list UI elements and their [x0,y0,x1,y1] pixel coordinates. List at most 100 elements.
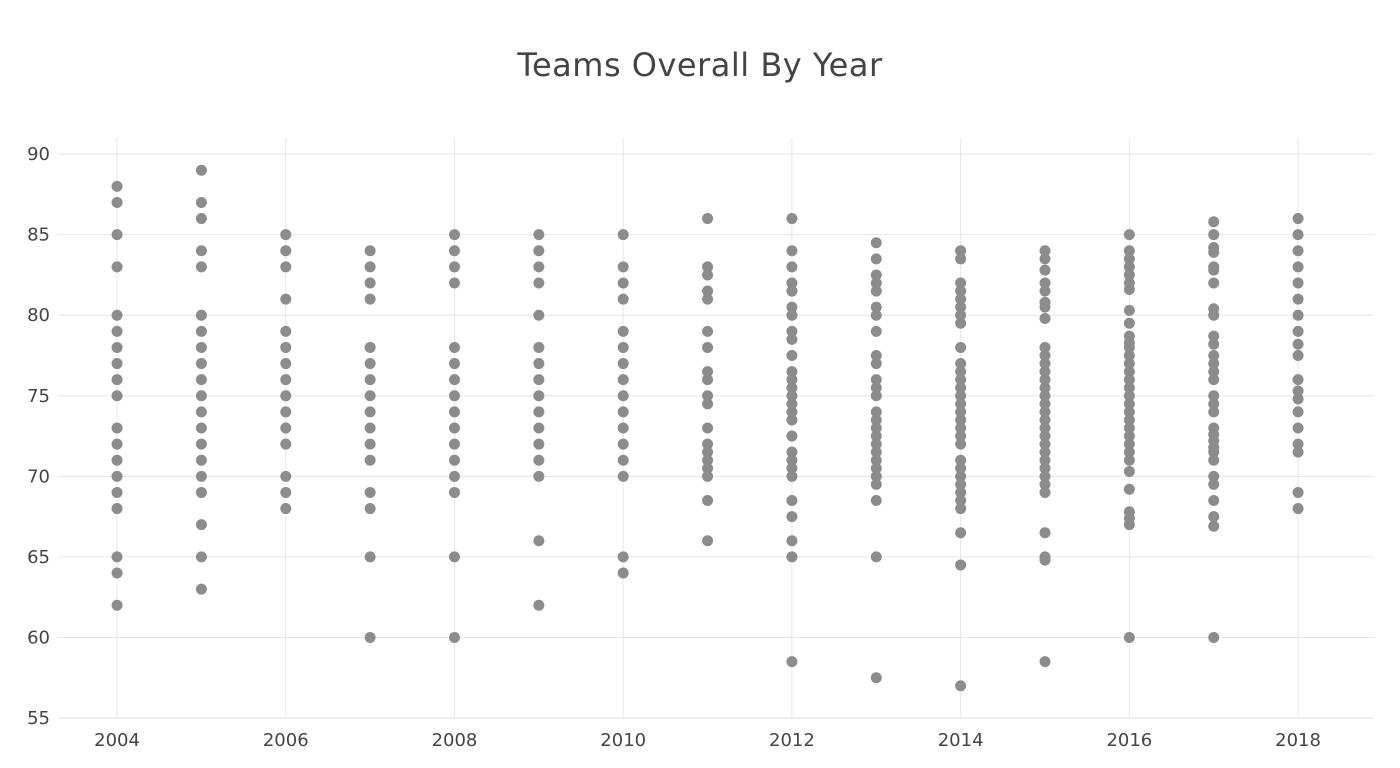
data-point-2008-2 [448,261,460,273]
data-point-2009-2 [533,261,545,273]
data-point-2011-9 [702,390,714,402]
data-point-2004-14 [111,486,123,498]
data-point-2010-8 [617,390,629,402]
data-point-2005-18 [195,551,207,563]
data-point-2010-7 [617,374,629,386]
data-point-2013-21 [870,470,882,482]
data-point-2014-18 [955,430,967,442]
data-point-2012-3 [786,277,798,289]
y-tick-label-60: 60 [27,627,50,648]
data-point-2005-15 [195,470,207,482]
data-point-2014-20 [955,454,967,466]
data-point-2008-14 [448,551,460,563]
data-point-2004-12 [111,454,123,466]
data-point-2009-0 [533,229,545,241]
data-point-2014-12 [955,382,967,394]
data-point-2005-17 [195,519,207,531]
data-point-2004-16 [111,551,123,563]
data-point-2007-3 [364,293,376,305]
data-point-2012-4 [786,285,798,297]
data-point-2013-3 [870,277,882,289]
data-point-2012-17 [786,430,798,442]
data-point-2005-19 [195,583,207,595]
data-point-2015-16 [1039,406,1051,418]
data-point-2009-5 [533,341,545,353]
y-tick-label-90: 90 [27,144,50,165]
data-point-2005-4 [195,261,207,273]
data-point-2011-15 [702,462,714,474]
data-point-2006-5 [280,341,292,353]
data-point-2017-6 [1208,277,1220,289]
data-point-2005-13 [195,438,207,450]
data-point-2014-8 [955,341,967,353]
data-point-2012-1 [786,245,798,257]
data-point-2015-18 [1039,422,1051,434]
data-point-2010-1 [617,261,629,273]
data-point-2008-5 [448,358,460,370]
data-point-2007-2 [364,277,376,289]
data-point-2005-2 [195,213,207,225]
data-point-2013-2 [870,269,882,281]
data-point-2010-5 [617,341,629,353]
data-point-2010-15 [617,567,629,579]
data-point-2018-7 [1292,325,1304,337]
data-point-2017-26 [1208,495,1220,506]
data-point-2018-13 [1292,406,1304,418]
data-point-2013-23 [870,495,882,506]
x-tick-label-2008: 2008 [432,730,478,751]
data-point-2008-7 [448,390,460,402]
data-point-2009-11 [533,438,545,450]
data-point-2013-8 [870,350,882,361]
data-point-2013-1 [870,253,882,265]
data-point-2014-1 [955,253,967,265]
data-point-2007-12 [364,486,376,498]
data-point-2016-3 [1123,261,1135,273]
y-tick-label-80: 80 [27,305,50,326]
data-point-2008-15 [448,631,460,643]
x-tick-label-2014: 2014 [938,730,984,751]
data-point-2013-10 [870,374,882,386]
data-point-2017-1 [1208,229,1220,241]
data-point-2015-30 [1039,656,1051,668]
data-point-2007-14 [364,551,376,563]
data-point-2014-16 [955,414,967,426]
data-point-2015-10 [1039,358,1051,370]
y-tick-label-65: 65 [27,547,50,568]
data-point-2016-16 [1123,382,1135,394]
data-point-2009-14 [533,535,545,547]
data-point-2004-6 [111,341,123,353]
data-point-2012-7 [786,325,798,337]
data-point-2012-26 [786,656,798,668]
data-point-2011-16 [702,470,714,482]
data-point-2004-11 [111,438,123,450]
data-point-2004-10 [111,422,123,434]
data-point-2012-11 [786,374,798,386]
data-point-2006-1 [280,245,292,257]
data-point-2005-9 [195,374,207,386]
data-point-2006-4 [280,325,292,337]
data-point-2011-10 [702,398,714,410]
data-point-2013-14 [870,414,882,426]
data-point-2006-6 [280,358,292,370]
data-point-2010-2 [617,277,629,289]
data-point-2017-23 [1208,454,1220,466]
data-point-2015-21 [1039,446,1051,458]
data-point-2011-7 [702,366,714,378]
data-point-2016-25 [1123,454,1135,466]
data-point-2011-17 [702,495,714,506]
data-point-2012-6 [786,309,798,321]
data-point-2014-9 [955,358,967,370]
data-point-2014-3 [955,285,967,297]
data-point-2015-7 [1039,312,1051,324]
data-point-2011-0 [702,213,714,225]
data-point-2007-6 [364,374,376,386]
data-point-2008-1 [448,245,460,257]
data-point-2018-8 [1292,338,1304,350]
data-point-2016-12 [1123,350,1135,361]
y-tick-label-75: 75 [27,386,50,407]
data-point-2015-15 [1039,398,1051,410]
data-point-2009-10 [533,422,545,434]
data-point-2006-3 [280,293,292,305]
data-point-2016-8 [1123,317,1135,329]
